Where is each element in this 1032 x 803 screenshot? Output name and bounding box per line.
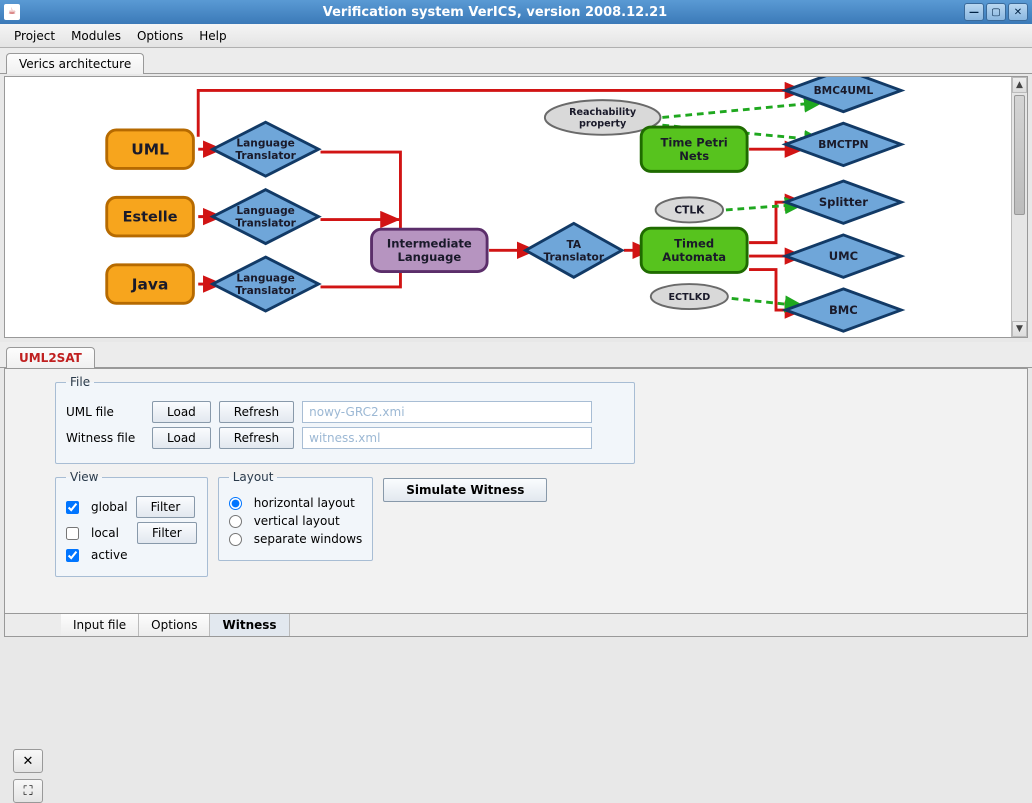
diagram-scrollbar[interactable]: ▲ ▼ [1011,77,1027,337]
uml-file-label: UML file [66,405,144,419]
svg-text:Reachability: Reachability [569,107,637,118]
close-button[interactable]: ✕ [1008,3,1028,21]
tab-uml2sat[interactable]: UML2SAT [6,347,95,368]
view-fieldset: View global Filter local Filter active [55,470,208,577]
svg-text:Timed: Timed [674,237,714,251]
svg-text:Language: Language [236,272,294,284]
svg-text:ECTLKD: ECTLKD [668,292,710,303]
uml-refresh-button[interactable]: Refresh [219,401,294,423]
tab-verics-architecture[interactable]: Verics architecture [6,53,144,74]
layout-horizontal-radio[interactable] [229,497,242,510]
svg-text:BMC4UML: BMC4UML [814,85,874,97]
close-panel-button[interactable]: ✕ [13,749,43,773]
view-legend: View [66,470,102,484]
layout-separate-radio[interactable] [229,533,242,546]
witness-load-button[interactable]: Load [152,427,211,449]
menu-options[interactable]: Options [129,27,191,45]
svg-text:Intermediate: Intermediate [387,237,472,251]
svg-text:Automata: Automata [662,250,726,264]
lower-panel: ✕ ⛶ File UML file Load Refresh Witness f… [4,368,1028,637]
svg-text:Java: Java [131,275,169,293]
scroll-thumb[interactable] [1014,95,1025,215]
global-filter-button[interactable]: Filter [136,496,196,518]
uml-file-input[interactable] [302,401,592,423]
layout-horizontal-label: horizontal layout [254,496,355,510]
svg-text:Translator: Translator [235,150,296,162]
fullscreen-button[interactable]: ⛶ [13,779,43,803]
java-icon: ☕ [4,4,20,20]
witness-file-label: Witness file [66,431,144,445]
window-title: Verification system VerICS, version 2008… [26,5,964,20]
menubar: Project Modules Options Help [0,24,1032,48]
svg-text:UMC: UMC [829,249,858,263]
simulate-witness-button[interactable]: Simulate Witness [383,478,547,502]
file-legend: File [66,375,94,389]
witness-refresh-button[interactable]: Refresh [219,427,294,449]
top-tabrow: Verics architecture [0,48,1032,74]
layout-legend: Layout [229,470,278,484]
file-fieldset: File UML file Load Refresh Witness file … [55,375,635,464]
menu-modules[interactable]: Modules [63,27,129,45]
svg-text:CTLK: CTLK [674,205,705,217]
layout-fieldset: Layout horizontal layout vertical layout… [218,470,374,561]
window-titlebar: ☕ Verification system VerICS, version 20… [0,0,1032,24]
svg-text:Translator: Translator [235,218,296,230]
layout-separate-label: separate windows [254,532,363,546]
witness-file-input[interactable] [302,427,592,449]
minimize-button[interactable]: — [964,3,984,21]
uml-load-button[interactable]: Load [152,401,211,423]
global-checkbox[interactable] [66,501,79,514]
menu-project[interactable]: Project [6,27,63,45]
svg-text:Time Petri: Time Petri [661,136,728,150]
svg-text:Translator: Translator [544,251,605,263]
global-label: global [91,500,128,514]
architecture-diagram: UMLEstelleJavaLanguageTranslatorLanguage… [4,76,1028,338]
tab-witness[interactable]: Witness [210,614,289,636]
tab-options[interactable]: Options [139,614,210,636]
local-filter-button[interactable]: Filter [137,522,197,544]
svg-text:property: property [579,119,627,130]
menu-help[interactable]: Help [191,27,234,45]
active-label: active [91,548,127,562]
svg-text:UML: UML [131,141,169,159]
svg-text:Language: Language [236,138,294,150]
active-checkbox[interactable] [66,549,79,562]
layout-vertical-label: vertical layout [254,514,340,528]
svg-text:Language: Language [397,250,461,264]
scroll-up-icon[interactable]: ▲ [1012,77,1027,93]
svg-text:Splitter: Splitter [819,195,868,209]
svg-text:Translator: Translator [235,285,296,297]
tab-input-file[interactable]: Input file [61,614,139,636]
svg-text:BMC: BMC [829,303,858,317]
svg-text:Language: Language [236,205,294,217]
maximize-button[interactable]: ▢ [986,3,1006,21]
svg-text:Estelle: Estelle [123,210,178,226]
svg-text:TA: TA [566,239,581,251]
svg-text:BMCTPN: BMCTPN [818,139,868,151]
scroll-down-icon[interactable]: ▼ [1012,321,1027,337]
svg-text:Nets: Nets [679,149,709,163]
local-label: local [91,526,119,540]
lower-tabrow: UML2SAT [0,342,1032,368]
bottom-tabrow: Input file Options Witness [5,613,1027,636]
layout-vertical-radio[interactable] [229,515,242,528]
local-checkbox[interactable] [66,527,79,540]
